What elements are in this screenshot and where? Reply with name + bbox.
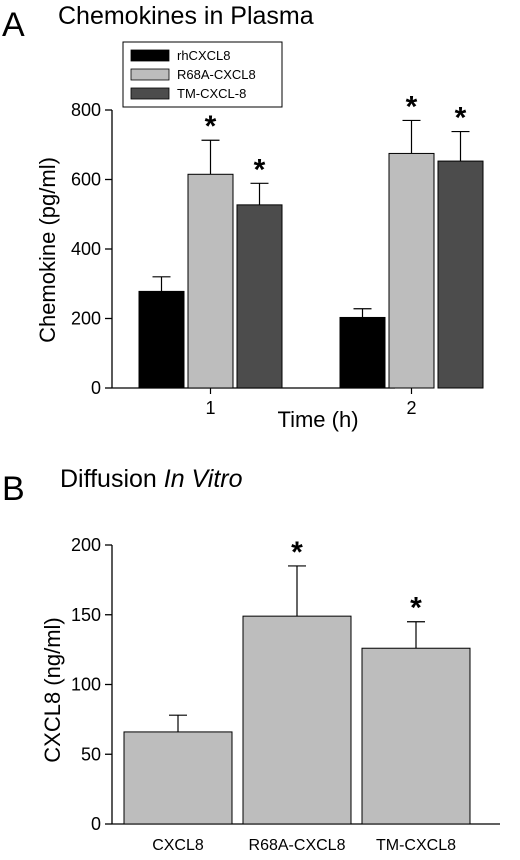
chart-a-legend-label: R68A-CXCL8 (177, 67, 256, 82)
chart-a-legend-swatch-tm-cxcl-8 (130, 87, 170, 100)
chart-a-ytick-label: 600 (71, 170, 101, 190)
chart-b-xtick-label: TM-CXCL8 (376, 837, 456, 854)
chart-b-significance-star: * (410, 592, 422, 625)
chart-a-ytick-label: 800 (71, 100, 101, 120)
chart-b-bar (123, 731, 233, 825)
chart-b-ytick-label: 50 (81, 744, 101, 764)
panel-a-title: Chemokines in Plasma (58, 2, 314, 30)
chart-b-xtick-label: CXCL8 (152, 837, 204, 854)
chart-a-significance-star: * (254, 153, 266, 186)
chart-a-bar-tm-cxcl-8 (437, 160, 484, 389)
chart-b-ytick-label: 150 (71, 605, 101, 625)
chart-b: CXCL8 (ng/ml) 0 50 100 150 200 CXCL8 * R68A-CXC… (40, 535, 500, 854)
chart-b-ylabel: CXCL8 (ng/ml) (40, 617, 65, 762)
chart-a: Chemokine (pg/ml) Time (h) 0 200 400 600 800… (35, 41, 484, 432)
chart-a-bar-r68a-cxcl8 (388, 152, 435, 389)
chart-a-xlabel: Time (h) (277, 407, 358, 432)
chart-a-significance-star: * (406, 90, 418, 123)
chart-b-significance-star: * (291, 536, 303, 569)
chart-b-bar (361, 647, 471, 825)
chart-a-ytick-label: 200 (71, 309, 101, 329)
chart-a-ytick-label: 400 (71, 239, 101, 259)
chart-a-ylabel: Chemokine (pg/ml) (35, 157, 60, 343)
panel-a-letter: A (2, 6, 25, 44)
chart-b-ytick-label: 100 (71, 675, 101, 695)
chart-b-xtick-label: R68A-CXCL8 (249, 837, 346, 854)
chart-a-xtick-label: 1 (205, 398, 215, 418)
panel-b-letter: B (2, 470, 25, 508)
panel-b-title: Diffusion In Vitro (60, 465, 243, 493)
chart-a-legend-swatch-rhcxcl8 (130, 49, 170, 62)
chart-b-bar (242, 615, 352, 825)
chart-b-ytick-label: 200 (71, 535, 101, 555)
chart-a-bar-rhcxcl8 (339, 316, 386, 389)
chart-a-xtick-label: 2 (406, 398, 416, 418)
chart-a-significance-star: * (205, 110, 217, 143)
chart-a-significance-star: * (455, 102, 467, 135)
chart-a-legend-label: rhCXCL8 (177, 48, 230, 63)
chart-a-legend-swatch-r68a-cxcl8 (130, 68, 170, 81)
chart-a-bar-tm-cxcl-8 (236, 204, 283, 389)
chart-a-ytick-label: 0 (91, 378, 101, 398)
chart-b-ytick-label: 0 (91, 814, 101, 834)
chart-a-bar-r68a-cxcl8 (187, 173, 234, 389)
chart-a-legend-label: TM-CXCL-8 (177, 86, 246, 101)
chart-a-bar-rhcxcl8 (138, 290, 185, 389)
